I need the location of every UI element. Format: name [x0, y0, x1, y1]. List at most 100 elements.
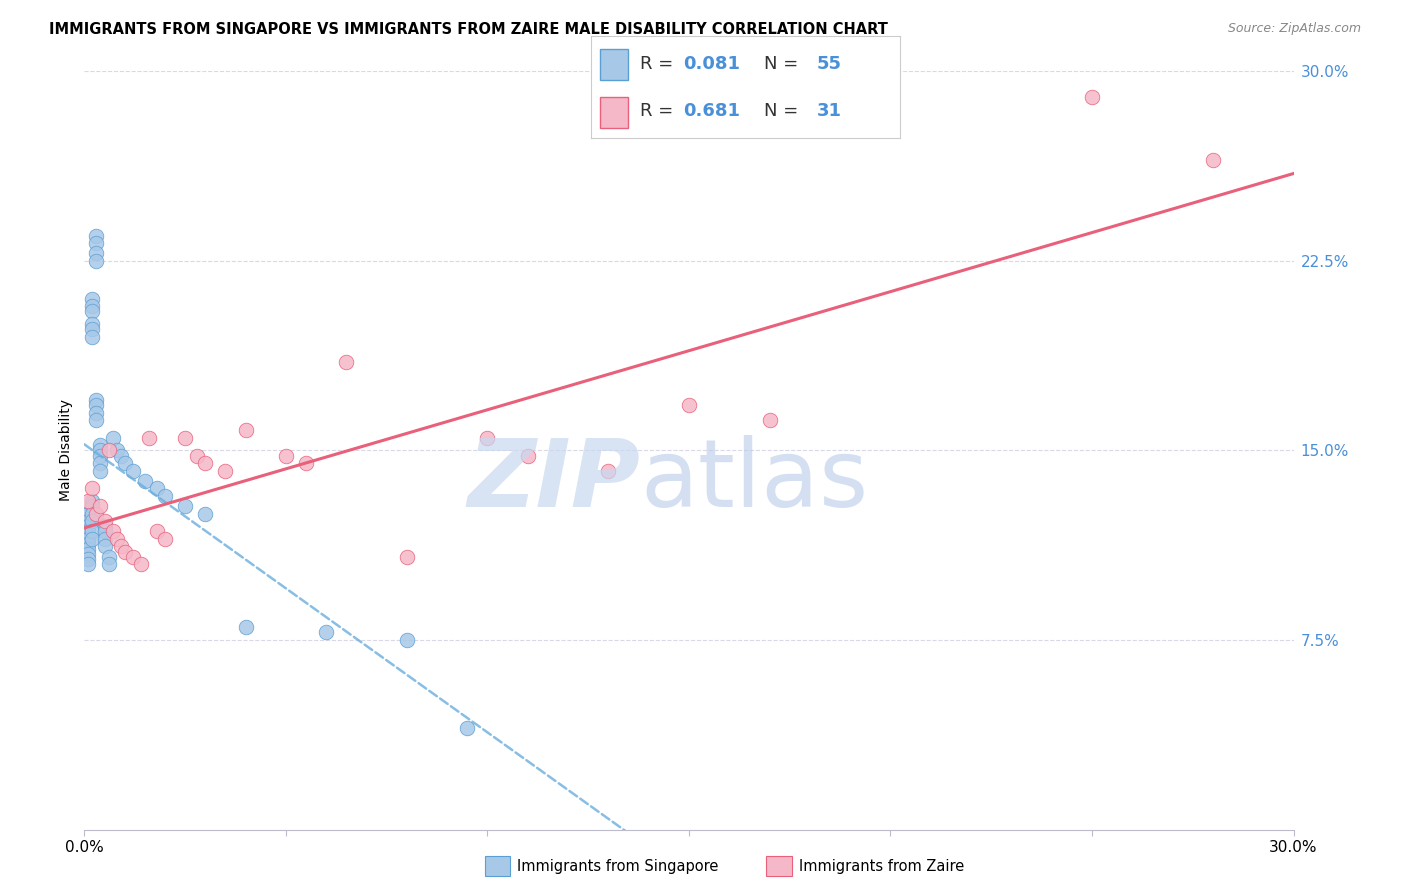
Point: [134, 474, 156, 488]
Text: 31: 31: [817, 102, 841, 120]
Point: [93, 514, 115, 528]
Point: [516, 449, 538, 463]
Text: N =: N =: [763, 55, 804, 73]
Point: [77, 494, 100, 508]
Point: [93, 524, 115, 539]
Point: [86, 236, 108, 251]
Point: [86, 392, 108, 407]
Point: [93, 532, 115, 546]
Point: [110, 449, 132, 463]
Y-axis label: Male Disability: Male Disability: [59, 400, 73, 501]
Text: R =: R =: [640, 55, 679, 73]
Point: [477, 431, 499, 445]
Point: [97, 549, 120, 564]
Point: [77, 552, 100, 566]
Point: [82, 482, 104, 496]
Point: [315, 625, 337, 640]
Point: [1081, 89, 1104, 103]
Point: [86, 253, 108, 268]
Point: [214, 464, 236, 478]
Point: [114, 544, 136, 558]
Point: [77, 519, 100, 533]
Point: [82, 524, 104, 539]
Bar: [600, 49, 627, 79]
Point: [395, 633, 418, 648]
Point: [93, 540, 115, 554]
Point: [138, 431, 160, 445]
Point: [146, 524, 169, 539]
Point: [82, 304, 104, 318]
Point: [153, 489, 176, 503]
Point: [194, 456, 217, 470]
Point: [82, 507, 104, 521]
Point: [77, 537, 100, 551]
Point: [174, 499, 197, 513]
Text: Immigrants from Zaire: Immigrants from Zaire: [799, 859, 965, 873]
Point: [194, 507, 217, 521]
Point: [77, 532, 100, 546]
Text: ZIP: ZIP: [468, 434, 641, 527]
Point: [110, 540, 132, 554]
Point: [82, 317, 104, 331]
Point: [77, 541, 100, 557]
Point: [114, 456, 136, 470]
Point: [678, 398, 700, 412]
Point: [82, 330, 104, 344]
Point: [89, 499, 111, 513]
Point: [186, 449, 208, 463]
Point: [235, 620, 257, 634]
Point: [174, 431, 197, 445]
Point: [395, 549, 418, 564]
Point: [1202, 153, 1225, 167]
Point: [758, 413, 780, 427]
Point: [82, 499, 104, 513]
Point: [105, 532, 128, 546]
Point: [101, 431, 124, 445]
Point: [146, 482, 169, 496]
Point: [86, 405, 108, 420]
Text: 0.681: 0.681: [683, 102, 741, 120]
Bar: [600, 97, 627, 128]
Text: Immigrants from Singapore: Immigrants from Singapore: [517, 859, 718, 873]
Text: 0.081: 0.081: [683, 55, 741, 73]
Point: [86, 507, 108, 521]
Point: [121, 549, 143, 564]
Point: [82, 322, 104, 336]
Point: [86, 413, 108, 427]
Point: [89, 449, 111, 463]
Point: [235, 423, 257, 437]
Point: [153, 532, 176, 546]
Point: [77, 507, 100, 521]
Text: atlas: atlas: [641, 434, 869, 527]
Point: [82, 494, 104, 508]
Point: [335, 355, 357, 369]
Text: Source: ZipAtlas.com: Source: ZipAtlas.com: [1227, 22, 1361, 36]
Point: [456, 722, 478, 736]
Point: [77, 557, 100, 572]
Point: [105, 443, 128, 458]
Text: IMMIGRANTS FROM SINGAPORE VS IMMIGRANTS FROM ZAIRE MALE DISABILITY CORRELATION C: IMMIGRANTS FROM SINGAPORE VS IMMIGRANTS …: [49, 22, 889, 37]
Point: [295, 456, 318, 470]
Point: [97, 557, 120, 572]
Point: [77, 547, 100, 561]
Point: [77, 524, 100, 539]
Point: [101, 524, 124, 539]
Point: [82, 532, 104, 546]
Point: [77, 514, 100, 528]
Point: [86, 246, 108, 260]
Point: [82, 292, 104, 306]
Point: [97, 443, 120, 458]
Text: 55: 55: [817, 55, 841, 73]
Point: [82, 514, 104, 528]
Point: [89, 443, 111, 458]
Point: [86, 228, 108, 243]
Point: [274, 449, 297, 463]
Point: [89, 438, 111, 452]
Text: R =: R =: [640, 102, 679, 120]
Point: [129, 557, 152, 572]
Point: [89, 456, 111, 470]
Point: [93, 519, 115, 533]
Point: [82, 300, 104, 314]
Point: [598, 464, 620, 478]
Point: [89, 464, 111, 478]
